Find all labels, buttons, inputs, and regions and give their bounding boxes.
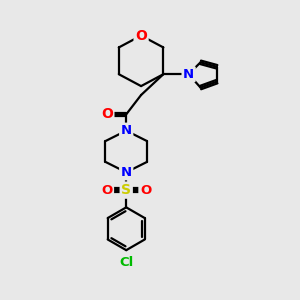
Text: O: O [101, 107, 113, 121]
Text: N: N [183, 68, 194, 81]
Text: N: N [121, 166, 132, 179]
Text: N: N [121, 124, 132, 137]
Text: O: O [101, 184, 112, 196]
Text: S: S [121, 183, 131, 197]
Text: O: O [140, 184, 151, 196]
Text: O: O [135, 28, 147, 43]
Text: Cl: Cl [119, 256, 133, 269]
